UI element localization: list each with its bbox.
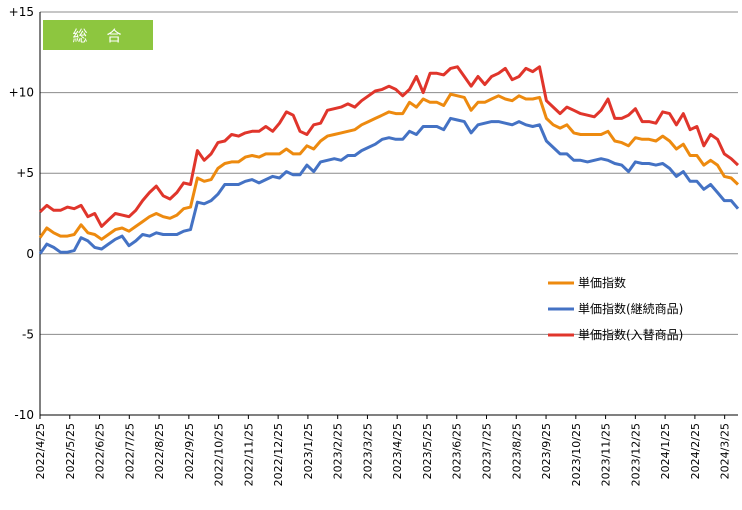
y-tick-label: -10 [14, 408, 34, 422]
legend-label-2: 単価指数(継続商品) [578, 301, 683, 316]
y-tick-label: +15 [9, 5, 34, 19]
badge: 総 合 [43, 20, 153, 50]
x-tick-label: 2022/12/25 [272, 423, 285, 486]
x-tick-label: 2024/3/25 [719, 423, 732, 479]
x-tick-label: 2023/7/25 [481, 423, 494, 479]
x-tick-label: 2022/4/25 [34, 423, 47, 479]
x-tick-label: 2024/2/25 [689, 423, 702, 479]
x-tick-label: 2023/3/25 [361, 423, 374, 479]
series-line-3 [38, 65, 740, 228]
y-tick-label: -5 [22, 327, 34, 341]
gridlines [40, 11, 738, 335]
x-tick-label: 2022/5/25 [64, 423, 77, 479]
legend-label-3: 単価指数(入替商品) [578, 327, 683, 342]
x-tick-label: 2023/4/25 [391, 423, 404, 479]
series-lines [38, 65, 740, 255]
legend-label-1: 単価指数 [578, 275, 626, 290]
x-tick-label: 2023/9/25 [540, 423, 553, 479]
x-tick-label: 2022/9/25 [183, 423, 196, 479]
x-tick-label: 2023/12/25 [629, 423, 642, 486]
x-tick-label: 2022/11/25 [242, 423, 255, 486]
x-tick-label: 2023/5/25 [421, 423, 434, 479]
axes [39, 12, 738, 416]
series-line-1 [38, 92, 740, 241]
x-tick-label: 2023/11/25 [600, 423, 613, 486]
x-tick-label: 2022/7/25 [123, 423, 136, 479]
y-tick-label: 0 [26, 247, 34, 261]
x-tick-label: 2023/1/25 [302, 423, 315, 479]
x-tick-label: 2022/10/25 [213, 423, 226, 486]
x-tick-label: 2022/8/25 [153, 423, 166, 479]
x-tick-label: 2023/2/25 [332, 423, 345, 479]
series-line-2 [38, 116, 740, 255]
badge-background [43, 20, 153, 50]
x-tick-label: 2023/6/25 [451, 423, 464, 479]
x-tick-label: 2023/8/25 [510, 423, 523, 479]
x-tick-label: 2022/6/25 [94, 423, 107, 479]
x-axis-tick-labels: 2022/4/25 2022/5/25 2022/6/25 2022/7/25 2022… [34, 415, 732, 486]
badge-label: 総 合 [72, 27, 123, 45]
y-axis-tick-labels: +15 +10 +5 0 -5 -10 [9, 5, 34, 422]
x-tick-label: 2024/1/25 [659, 423, 672, 479]
y-tick-label: +5 [16, 166, 34, 180]
y-tick-label: +10 [9, 86, 34, 100]
x-tick-label: 2023/10/25 [570, 423, 583, 486]
